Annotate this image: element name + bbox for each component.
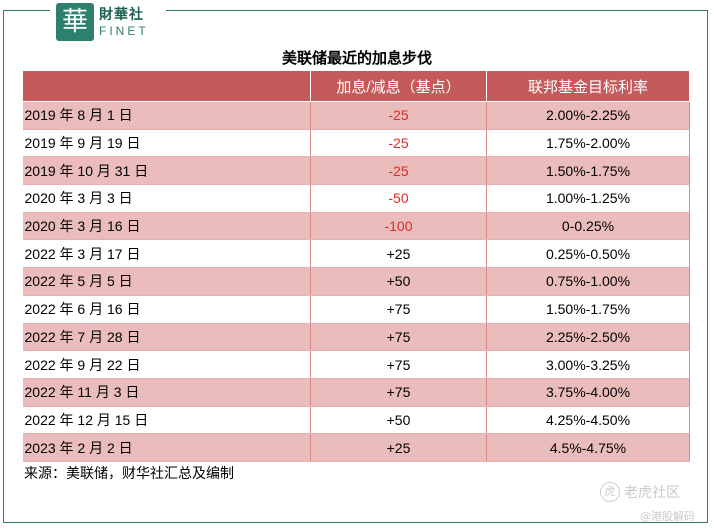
date-cell: 2022 年 9 月 22 日 <box>22 350 311 379</box>
logo-cn: 財華社 <box>99 6 144 23</box>
change-cell: -50 <box>310 184 487 213</box>
date-cell: 2022 年 12 月 15 日 <box>22 406 311 435</box>
rate-cell: 1.00%-1.25% <box>486 184 690 213</box>
change-cell: +50 <box>310 267 487 296</box>
rate-cell: 2.00%-2.25% <box>486 101 690 130</box>
rate-cell: 3.75%-4.00% <box>486 378 690 407</box>
source-note: 来源：美联储，财华社汇总及编制 <box>24 466 234 482</box>
change-cell: -25 <box>310 129 487 158</box>
change-cell: -100 <box>310 212 487 241</box>
rate-cell: 1.75%-2.00% <box>486 129 690 158</box>
author-credit: @港股解码 <box>640 510 695 523</box>
change-cell: +25 <box>310 433 487 462</box>
table-row: 2020 年 3 月 3 日 -50 1.00%-1.25% <box>22 184 690 213</box>
date-cell: 2022 年 7 月 28 日 <box>22 323 311 352</box>
tiger-community-label: 老虎社区 <box>624 485 680 501</box>
content-frame <box>3 10 708 523</box>
header-rate: 联邦基金目标利率 <box>486 70 690 102</box>
table-row: 2023 年 2 月 2 日 +25 4.5%-4.75% <box>22 433 690 462</box>
rate-cell: 1.50%-1.75% <box>486 156 690 186</box>
table-row: 2019 年 8 月 1 日 -25 2.00%-2.25% <box>22 101 690 130</box>
table-row: 2020 年 3 月 16 日 -100 0-0.25% <box>22 212 690 241</box>
table-row: 2022 年 3 月 17 日 +25 0.25%-0.50% <box>22 239 690 269</box>
date-cell: 2022 年 5 月 5 日 <box>22 267 311 296</box>
table-row: 2022 年 5 月 5 日 +50 0.75%-1.00% <box>22 267 690 296</box>
date-cell: 2019 年 10 月 31 日 <box>22 156 311 186</box>
tiger-logo-icon: 虎 <box>600 482 620 502</box>
header-change: 加息/减息（基点） <box>310 70 487 102</box>
rate-cell: 1.50%-1.75% <box>486 295 690 324</box>
change-cell: +75 <box>310 295 487 324</box>
change-cell: -25 <box>310 101 487 130</box>
header-date <box>22 70 311 102</box>
date-cell: 2019 年 8 月 1 日 <box>22 101 311 130</box>
rate-cell: 3.00%-3.25% <box>486 350 690 379</box>
logo-text: 財華社 FINET <box>99 8 149 37</box>
table-row: 2019 年 10 月 31 日 -25 1.50%-1.75% <box>22 156 690 186</box>
table-row: 2022 年 11 月 3 日 +75 3.75%-4.00% <box>22 378 690 407</box>
table-row: 2022 年 9 月 22 日 +75 3.00%-3.25% <box>22 350 690 379</box>
date-cell: 2022 年 6 月 16 日 <box>22 295 311 324</box>
rate-cell: 2.25%-2.50% <box>486 323 690 352</box>
change-cell: +75 <box>310 350 487 379</box>
rate-cell: 0-0.25% <box>486 212 690 241</box>
change-cell: +25 <box>310 239 487 269</box>
table-title: 美联储最近的加息步伐 <box>281 49 432 67</box>
logo-seal-icon: 華 <box>56 3 94 41</box>
rate-cell: 0.75%-1.00% <box>486 267 690 296</box>
logo-en: FINET <box>99 23 149 38</box>
date-cell: 2019 年 9 月 19 日 <box>22 129 311 158</box>
date-cell: 2020 年 3 月 3 日 <box>22 184 311 213</box>
rate-cell: 0.25%-0.50% <box>486 239 690 269</box>
tiger-community-badge: 虎 老虎社区 <box>600 482 680 502</box>
date-cell: 2020 年 3 月 16 日 <box>22 212 311 241</box>
table-row: 2019 年 9 月 19 日 -25 1.75%-2.00% <box>22 129 690 158</box>
change-cell: +75 <box>310 378 487 407</box>
change-cell: +50 <box>310 406 487 435</box>
table-row: 2022 年 12 月 15 日 +50 4.25%-4.50% <box>22 406 690 435</box>
rate-cell: 4.5%-4.75% <box>486 433 690 462</box>
rate-hike-table: 加息/减息（基点） 联邦基金目标利率 2019 年 8 月 1 日 -25 2.00… <box>22 70 690 462</box>
rate-cell: 4.25%-4.50% <box>486 406 690 435</box>
table-row: 2022 年 6 月 16 日 +75 1.50%-1.75% <box>22 295 690 324</box>
change-cell: +75 <box>310 323 487 352</box>
table-header-row: 加息/减息（基点） 联邦基金目标利率 <box>22 70 690 102</box>
table-row: 2022 年 7 月 28 日 +75 2.25%-2.50% <box>22 323 690 352</box>
finet-logo: 華 財華社 FINET <box>50 0 166 44</box>
date-cell: 2023 年 2 月 2 日 <box>22 433 311 462</box>
change-cell: -25 <box>310 156 487 186</box>
date-cell: 2022 年 11 月 3 日 <box>22 378 311 407</box>
date-cell: 2022 年 3 月 17 日 <box>22 239 311 269</box>
